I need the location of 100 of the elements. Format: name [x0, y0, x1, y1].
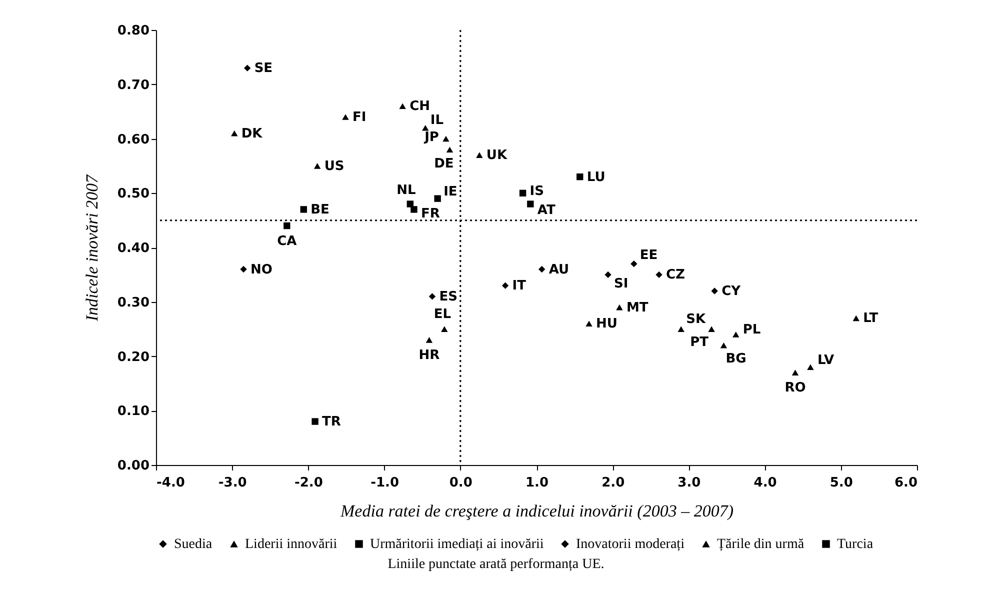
annotation: ES — [439, 289, 458, 304]
point — [576, 173, 584, 180]
point — [720, 342, 728, 348]
annotation: RO — [784, 380, 806, 396]
legend-label: Inovatorii moderați — [576, 537, 685, 552]
point — [434, 195, 441, 202]
point — [426, 337, 433, 343]
annotation: IT — [512, 278, 526, 294]
point — [519, 190, 526, 196]
annotation: JP — [424, 130, 439, 145]
annotation: DE — [434, 156, 454, 172]
y-axis-title: Indicele inovări 2007 — [82, 173, 102, 322]
point — [441, 326, 448, 332]
point — [342, 114, 349, 120]
annotation: HR — [418, 348, 440, 363]
x-tick-label: 2.0 — [602, 476, 625, 490]
point — [428, 293, 436, 300]
point — [442, 136, 450, 142]
annotation: UK — [486, 148, 508, 164]
point — [792, 370, 799, 376]
annotation: DK — [241, 126, 264, 142]
annotation: AU — [548, 262, 570, 278]
legend-label: Turcia — [837, 537, 874, 552]
legend-label: Țările din urmă — [717, 537, 805, 552]
x-tick-label: 5.0 — [830, 476, 853, 490]
point — [314, 163, 321, 169]
legend-label: Suedia — [174, 537, 213, 552]
y-tick-label: 0.50 — [117, 186, 150, 202]
point — [312, 418, 318, 425]
point — [807, 364, 814, 370]
point — [538, 266, 546, 273]
annotation: US — [324, 158, 344, 174]
point — [852, 315, 860, 322]
x-tick-label: -4.0 — [156, 476, 185, 490]
point — [240, 266, 247, 273]
annotation: NO — [250, 262, 272, 278]
y-tick-label: 0.40 — [117, 241, 150, 256]
point — [711, 288, 718, 294]
annotation: IE — [444, 184, 458, 200]
y-tick-label: 0.30 — [117, 295, 150, 310]
annotation: AT — [537, 203, 556, 218]
x-tick-label: 6.0 — [894, 476, 918, 490]
text: Liniile punctate arată performanța UE. — [386, 557, 606, 573]
annotation: BG — [726, 351, 746, 366]
annotation: IL — [430, 112, 444, 128]
annotation: SI — [614, 276, 628, 292]
annotation: IS — [530, 184, 544, 200]
x-tick-label: 1.0 — [525, 476, 549, 490]
x-tick-label: 0.0 — [449, 476, 472, 490]
point — [399, 103, 406, 110]
annotation: PL — [742, 322, 761, 338]
point — [300, 206, 307, 213]
legend-label: Liderii innovării — [245, 537, 338, 552]
y-tick-label: 0.00 — [117, 458, 150, 474]
point — [586, 320, 592, 327]
annotation: PT — [690, 335, 709, 350]
point — [231, 130, 238, 136]
annotation: MT — [626, 300, 648, 316]
annotation: EL — [434, 307, 452, 322]
legend-label: Urmăritorii imediați ai inovării — [370, 537, 544, 552]
x-tick-label: -2.0 — [294, 476, 323, 490]
point — [446, 146, 454, 153]
annotation: FI — [352, 110, 366, 125]
annotation: BE — [310, 202, 330, 218]
point — [732, 332, 740, 338]
annotation: TR — [322, 414, 341, 430]
annotation: CZ — [666, 268, 685, 283]
point — [502, 282, 509, 289]
x-tick-label: 4.0 — [754, 476, 777, 490]
point — [410, 206, 418, 213]
annotation: HU — [596, 316, 618, 332]
annotation: NL — [396, 183, 416, 198]
annotation: SE — [254, 61, 273, 76]
annotation: LT — [863, 311, 878, 326]
annotation: SK — [686, 312, 706, 328]
point — [678, 326, 684, 332]
annotation: CH — [410, 99, 430, 114]
point — [284, 222, 290, 230]
y-tick-label: 0.60 — [117, 132, 150, 148]
point — [406, 200, 414, 208]
point — [656, 271, 662, 278]
point — [527, 200, 534, 208]
annotation: LV — [817, 353, 834, 368]
point — [630, 260, 638, 268]
y-tick-label: 0.20 — [117, 350, 150, 365]
point — [476, 152, 483, 158]
point — [616, 304, 623, 310]
point — [244, 64, 251, 72]
annotation: FR — [420, 206, 440, 222]
y-tick-label: 0.70 — [117, 78, 150, 93]
x-axis-title: Media ratei de creştere a indicelui inovării (2003 – 2007) — [340, 502, 734, 520]
annotation: CA — [277, 234, 297, 249]
point — [708, 326, 715, 332]
x-tick-label: -3.0 — [218, 476, 247, 490]
annotation: LU — [586, 170, 606, 185]
point — [604, 271, 612, 278]
y-tick-label: 0.10 — [117, 404, 150, 420]
annotation: CY — [722, 284, 742, 299]
annotation: EE — [640, 248, 658, 263]
x-tick-label: 3.0 — [678, 476, 701, 490]
